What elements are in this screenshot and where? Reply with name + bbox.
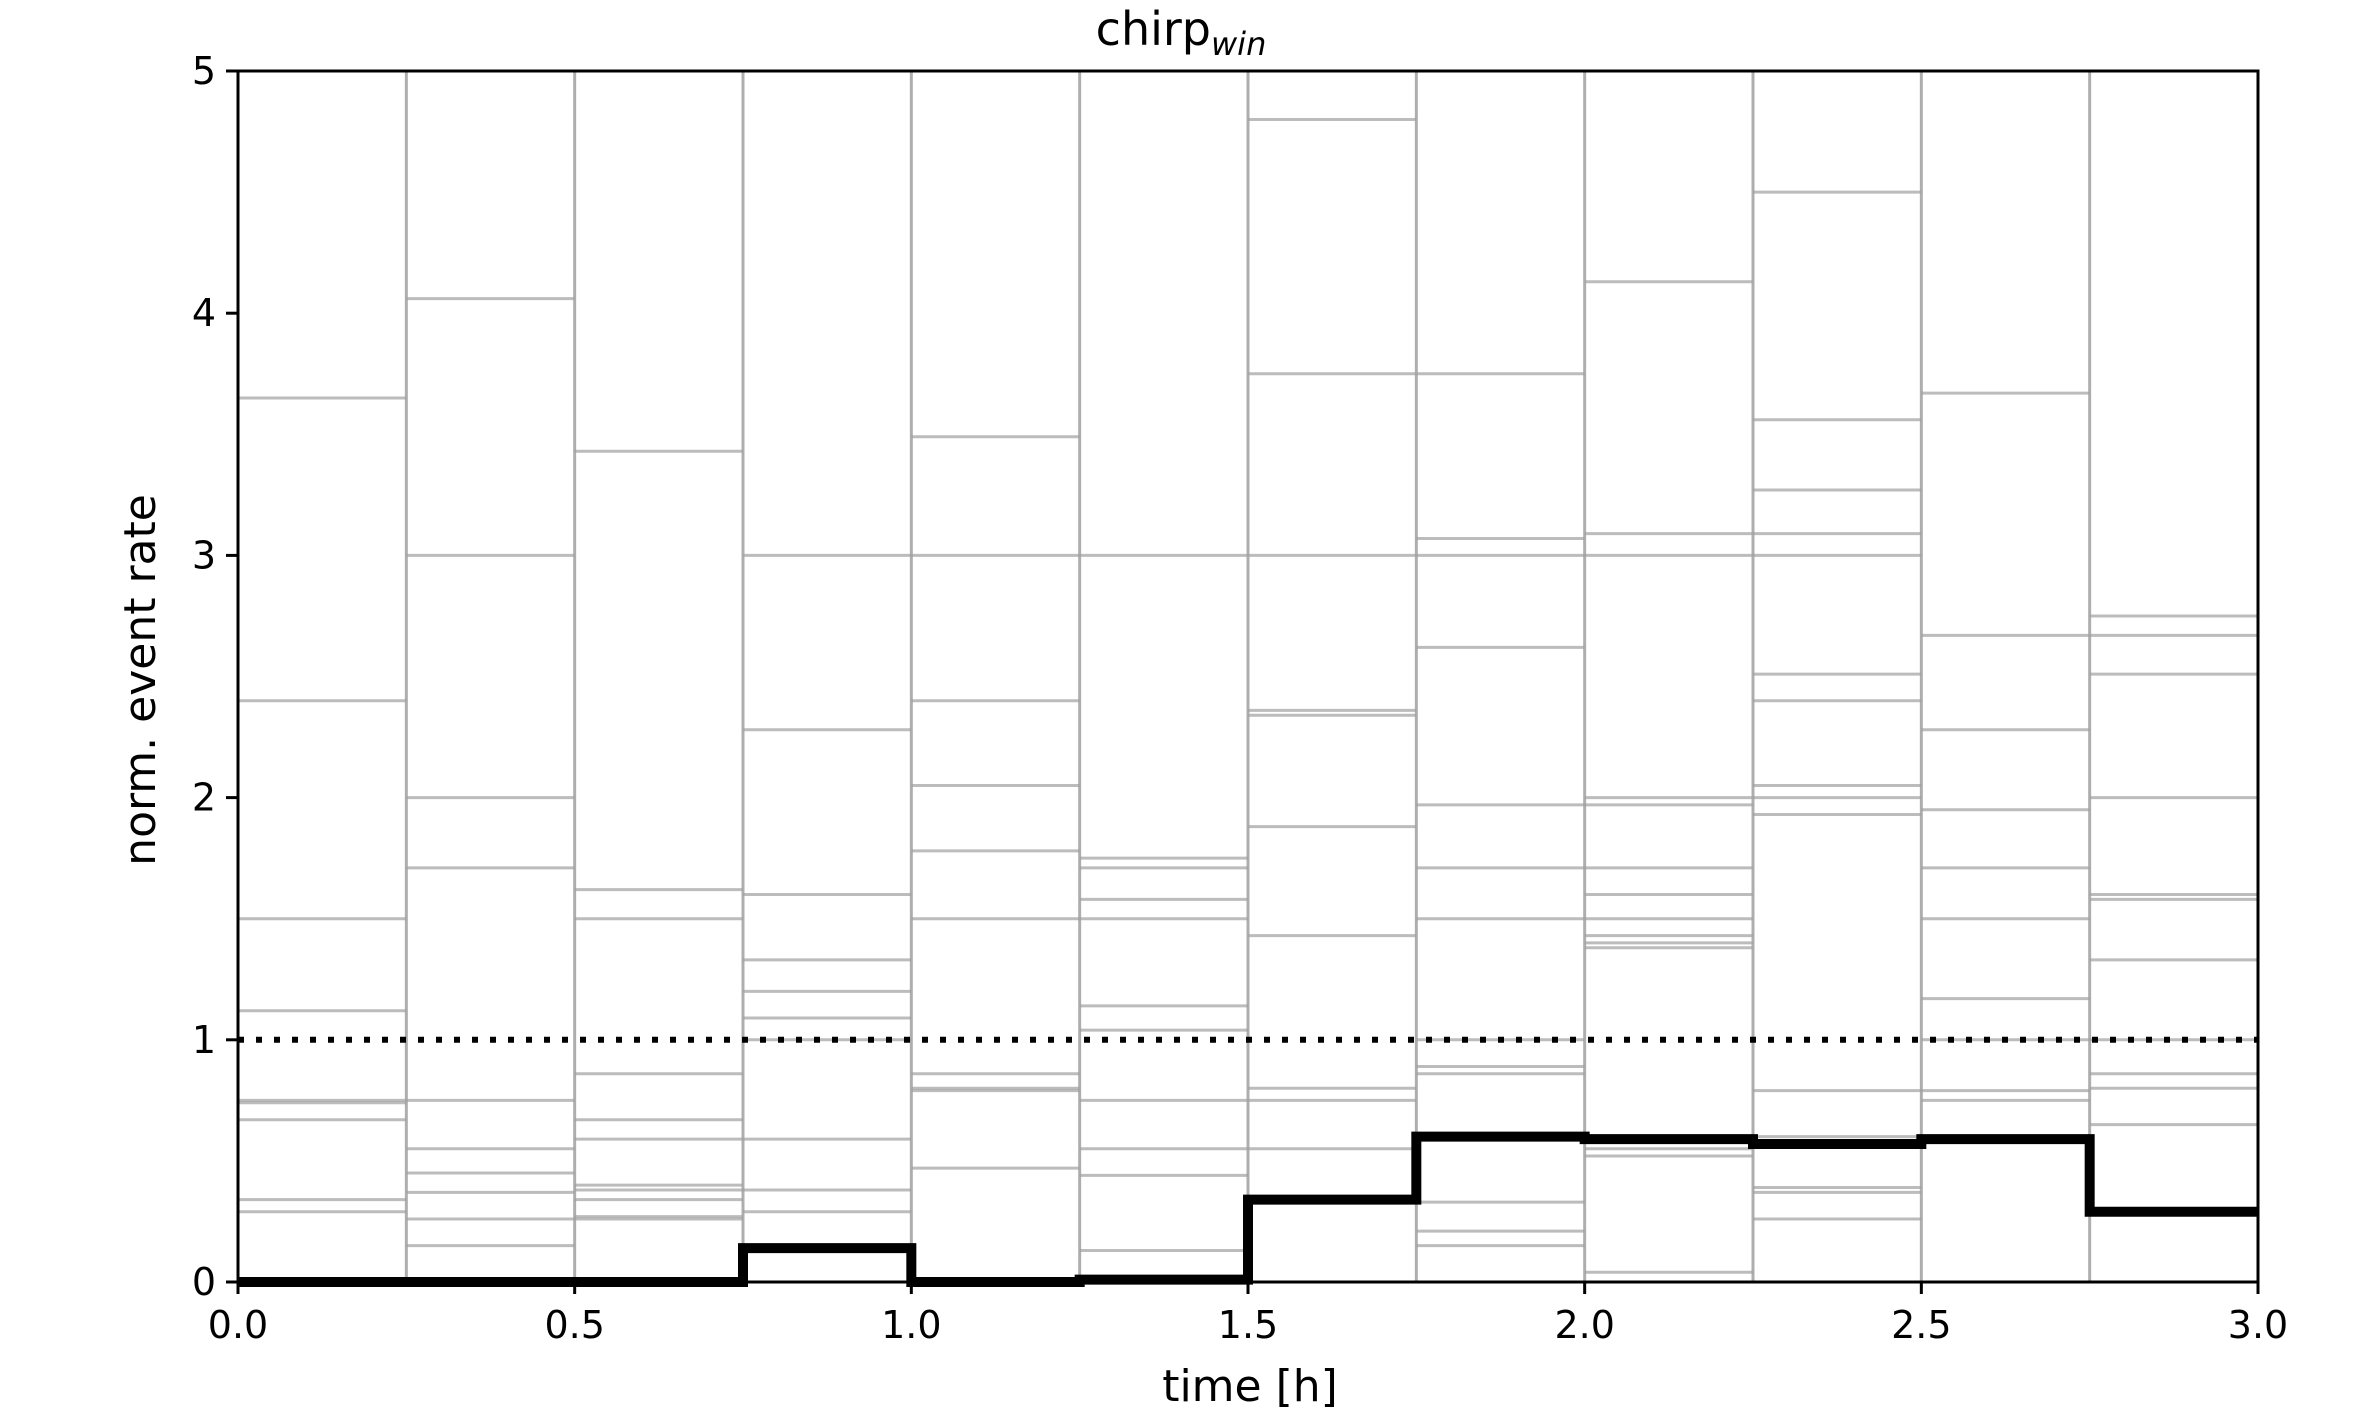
x-tick-label: 2.0 — [1554, 1303, 1614, 1347]
x-tick-label: 0.0 — [208, 1303, 268, 1347]
chart-title-main: chirp — [1096, 2, 1211, 56]
mean-series-line — [238, 1131, 2258, 1287]
x-axis-label: time [h] — [1162, 1361, 1338, 1412]
y-tick-label: 1 — [192, 1018, 216, 1062]
y-tick-label: 3 — [192, 533, 216, 577]
y-tick-label: 2 — [192, 776, 216, 820]
x-tick-label: 1.5 — [1218, 1303, 1278, 1347]
plot-area — [226, 69, 2260, 1294]
y-tick-label: 0 — [192, 1260, 216, 1304]
chart-title: chirpwin — [1096, 2, 1267, 63]
y-axis-label: norm. event rate — [115, 494, 166, 866]
x-tick-label: 3.0 — [2228, 1303, 2288, 1347]
y-tick-label: 5 — [192, 49, 216, 93]
y-tick-label: 4 — [192, 291, 216, 335]
x-tick-label: 0.5 — [544, 1303, 604, 1347]
chart-title-subscript: win — [1211, 25, 1266, 63]
x-tick-label: 1.0 — [881, 1303, 941, 1347]
x-tick-label: 2.5 — [1891, 1303, 1951, 1347]
